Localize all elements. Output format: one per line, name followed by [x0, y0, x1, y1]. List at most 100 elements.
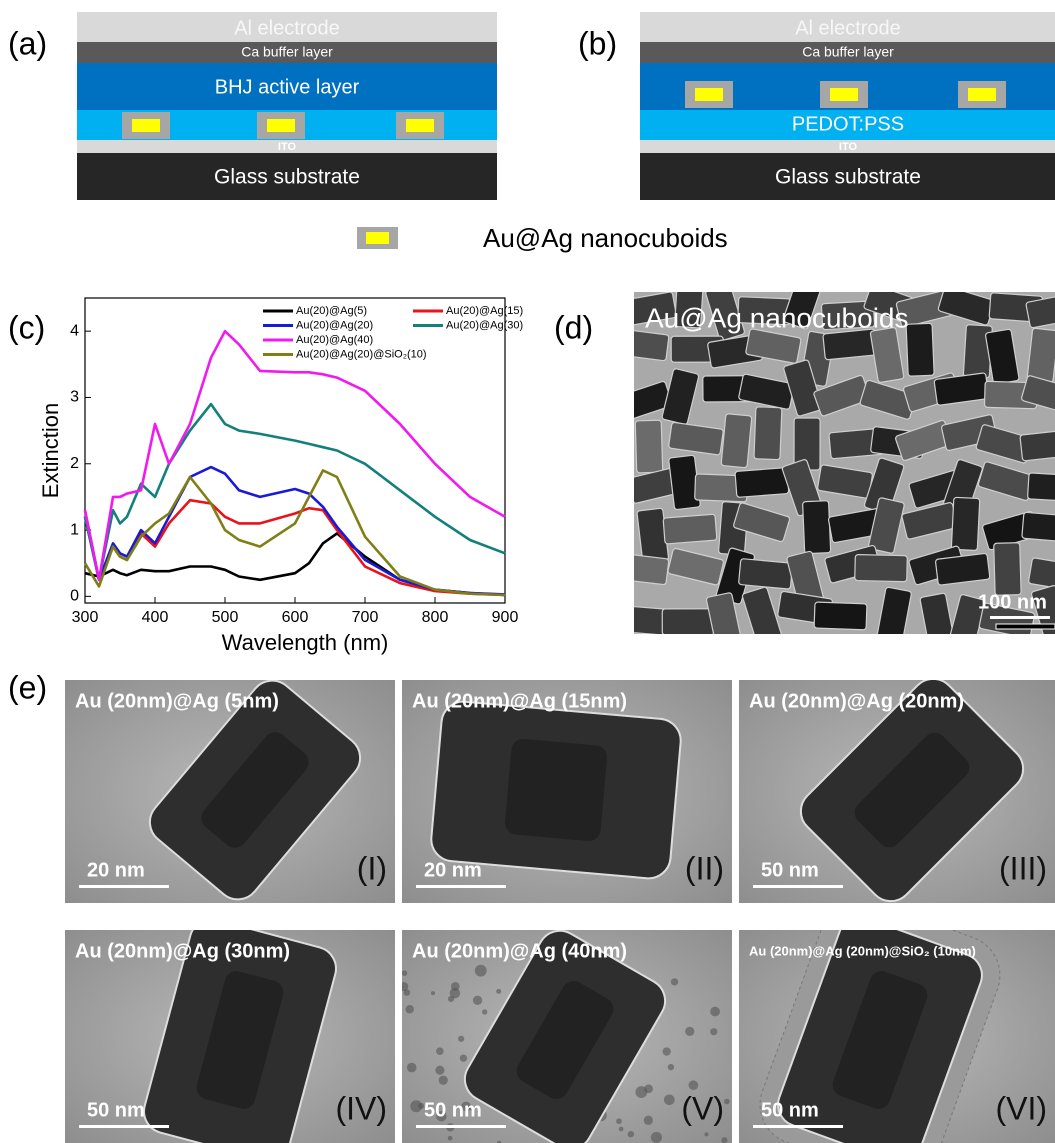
- scale-label: 50 nm: [761, 859, 819, 881]
- particle: [667, 1063, 675, 1071]
- tem-image: Au (20nm)@Ag (15nm) 20 nm (II): [402, 680, 732, 903]
- scale-label: 20 nm: [424, 859, 482, 881]
- series-line: [84, 532, 506, 597]
- particle: [472, 995, 483, 1006]
- nanocuboid: [396, 112, 444, 139]
- layer-label: Ca buffer layer: [241, 44, 333, 60]
- particle: [449, 987, 461, 999]
- layer: [640, 110, 1055, 140]
- device-stack: Al electrode Ca buffer layer BHJ active …: [77, 12, 497, 200]
- legend-label: Au(20)@Ag(30): [446, 319, 523, 331]
- panel-label: (e): [8, 669, 47, 705]
- layer-label: Ca buffer layer: [802, 44, 894, 60]
- legend-label: Au(20)@Ag(20): [296, 319, 373, 331]
- legend-label: Au(20)@Ag(40): [296, 334, 373, 346]
- particle: [435, 1065, 445, 1075]
- cuboid: [782, 292, 824, 330]
- x-tick-label: 400: [142, 609, 169, 626]
- layer: [77, 12, 497, 42]
- particle: [447, 1135, 453, 1141]
- tem-caption: Au (20nm)@Ag (15nm): [412, 690, 627, 712]
- cuboid: [1027, 472, 1055, 503]
- particle: [635, 1086, 648, 1099]
- scale-label: 50 nm: [761, 1099, 819, 1121]
- y-tick-label: 2: [70, 455, 79, 472]
- particle: [430, 991, 436, 996]
- layer: [77, 42, 497, 63]
- scale-label: 50 nm: [87, 1099, 145, 1121]
- particle: [482, 1009, 488, 1015]
- tem-image: Au (20nm)@Ag (20nm) 50 nm (III): [739, 680, 1055, 903]
- nanocuboid: [685, 81, 733, 108]
- particle: [663, 1094, 675, 1106]
- particle: [469, 1105, 475, 1111]
- scale-bar: [79, 1125, 169, 1128]
- x-tick-label: 600: [282, 609, 309, 626]
- tem-numeral: (VI): [995, 1090, 1047, 1126]
- layer: [640, 153, 1055, 200]
- tem-caption: Au (20nm)@Ag (30nm): [75, 940, 290, 962]
- layer: [77, 140, 497, 153]
- plot-frame: [84, 297, 506, 604]
- series-line: [83, 465, 506, 596]
- cuboid: [705, 592, 743, 634]
- cuboid: [634, 292, 677, 327]
- particle: [685, 1026, 695, 1037]
- tem-numeral: (IV): [335, 1090, 387, 1126]
- cuboid: [822, 328, 878, 361]
- cuboid: [634, 552, 670, 586]
- cuboid: [668, 421, 724, 456]
- layer: [77, 63, 497, 110]
- nanocuboid-legend: Au@Ag nanocuboids: [357, 223, 728, 253]
- cuboid: [1021, 511, 1055, 543]
- layer-label: PEDOT:PSS: [792, 113, 904, 135]
- legend-text: Au@Ag nanocuboids: [483, 223, 728, 253]
- tem-caption: Au (20nm)@Ag (40nm): [412, 940, 627, 962]
- cuboid: [745, 328, 802, 364]
- device-stack: Al electrode Ca buffer layer PEDOT:PSS I…: [640, 12, 1055, 200]
- x-axis-title: Wavelength (nm): [222, 630, 389, 655]
- cuboid-field: [634, 292, 1055, 634]
- tem-image: Au (20nm)@Ag (5nm) 20 nm (I): [65, 680, 395, 903]
- particle-core: [504, 738, 608, 842]
- cuboid: [854, 553, 908, 583]
- scale-label: 100 nm: [978, 591, 1047, 613]
- particle: [710, 1006, 720, 1017]
- scale-bar: [990, 616, 1050, 619]
- particle: [710, 1028, 718, 1036]
- particle: [721, 1137, 728, 1143]
- particle: [436, 1047, 444, 1055]
- particle-core: [854, 732, 970, 848]
- particle: [461, 1101, 471, 1112]
- cuboid: [738, 558, 793, 590]
- chart: 300 400 500 600 700 800 900 0 1 2 3 4 Wavelength (nm…: [38, 297, 523, 655]
- tem-grid: Au (20nm)@Ag (5nm)20 nm (I) Au (20nm)@Ag (…: [65, 680, 1055, 1143]
- cuboid: [674, 292, 705, 329]
- particle: [704, 1132, 709, 1137]
- cuboid: [869, 327, 905, 383]
- layer: [77, 153, 497, 200]
- particle-core: [196, 971, 284, 1109]
- nanocuboid: [820, 81, 868, 108]
- tem-numeral: (I): [357, 850, 387, 886]
- particle: [405, 1004, 414, 1014]
- particle: [417, 1102, 425, 1110]
- nanocuboid: [958, 81, 1006, 108]
- tem-caption: Au (20nm)@Ag (20nm)@SiO₂ (10nm): [749, 943, 976, 958]
- nanocuboid: [257, 112, 305, 139]
- cuboid: [935, 552, 991, 586]
- particle-core: [516, 981, 614, 1099]
- micrograph-caption: Au@Ag nanocuboids: [645, 302, 909, 333]
- x-tick-label: 700: [352, 609, 379, 626]
- layer: [640, 140, 1055, 153]
- particle: [662, 1047, 671, 1056]
- panel-label: (b): [578, 25, 617, 61]
- tem-image: Au (20nm)@Ag (20nm)@SiO₂ (10nm) 50 nm (VI): [739, 930, 1055, 1143]
- x-tick-label: 500: [212, 609, 239, 626]
- cuboid: [813, 601, 868, 631]
- series-line: [83, 402, 506, 582]
- legend-label: Au(20)@Ag(15): [446, 305, 523, 317]
- y-tick-label: 3: [70, 389, 79, 406]
- particle: [402, 970, 408, 976]
- series-line: [83, 498, 506, 597]
